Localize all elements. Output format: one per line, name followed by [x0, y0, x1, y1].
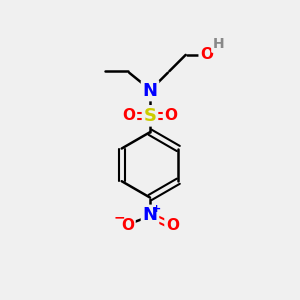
Text: N: N	[142, 206, 158, 224]
Text: +: +	[152, 204, 161, 214]
Text: O: O	[166, 218, 179, 233]
Text: H: H	[212, 38, 224, 52]
Text: O: O	[164, 108, 177, 123]
Text: O: O	[123, 108, 136, 123]
Text: O: O	[200, 47, 213, 62]
Text: S: S	[143, 107, 157, 125]
Text: N: N	[142, 82, 158, 100]
Text: O: O	[121, 218, 134, 233]
Text: −: −	[114, 211, 125, 224]
